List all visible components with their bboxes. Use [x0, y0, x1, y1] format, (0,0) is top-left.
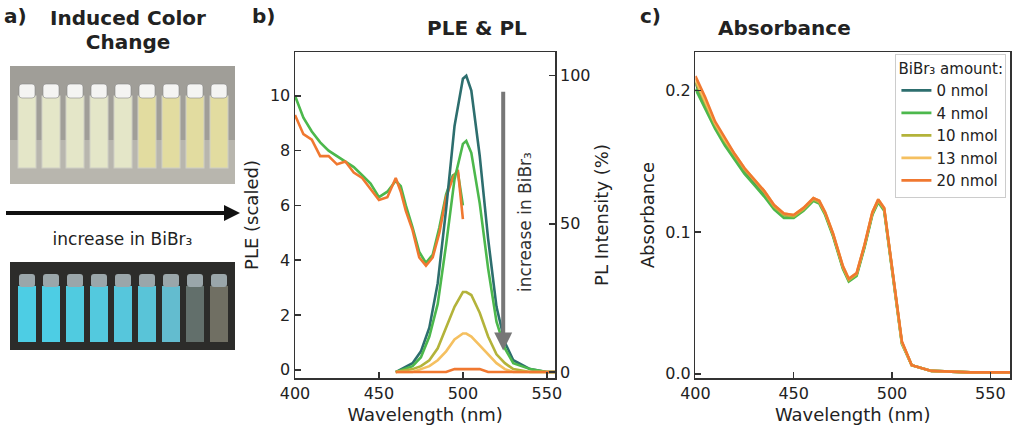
svg-text:0.0: 0.0 [665, 364, 690, 383]
svg-text:2: 2 [280, 306, 290, 325]
svg-text:Absorbance: Absorbance [637, 162, 658, 268]
svg-text:8: 8 [280, 141, 290, 160]
svg-text:13 nmol: 13 nmol [936, 150, 997, 168]
html-text:Induced Color Change: Induced Color Change [50, 6, 206, 54]
html-text:b): b) [252, 4, 276, 28]
html-text:a): a) [4, 4, 27, 28]
svg-text:400: 400 [680, 384, 711, 403]
svg-text:0.2: 0.2 [665, 81, 690, 100]
html-text:increase in BiBr₃: increase in BiBr₃ [52, 229, 193, 249]
svg-text:Wavelength (nm): Wavelength (nm) [775, 404, 931, 425]
svg-text:6: 6 [280, 196, 290, 215]
svg-text:50: 50 [560, 214, 580, 233]
svg-text:0: 0 [560, 363, 570, 382]
svg-text:100: 100 [560, 66, 591, 85]
svg-text:4 nmol: 4 nmol [936, 105, 988, 123]
svg-text:0.1: 0.1 [665, 223, 690, 242]
svg-text:4: 4 [280, 251, 290, 270]
svg-text:500: 500 [448, 384, 479, 403]
svg-text:450: 450 [778, 384, 809, 403]
svg-text:increase in BiBr₃: increase in BiBr₃ [515, 152, 535, 292]
svg-text:PL Intensity (%): PL Intensity (%) [591, 144, 612, 286]
svg-text:0 nmol: 0 nmol [936, 82, 988, 100]
svg-text:PLE (scaled): PLE (scaled) [241, 160, 262, 270]
svg-text:550: 550 [975, 384, 1006, 403]
svg-text:BiBr₃ amount:: BiBr₃ amount: [898, 60, 1003, 78]
svg-text:500: 500 [877, 384, 908, 403]
svg-text:0: 0 [280, 360, 290, 379]
svg-text:Absorbance: Absorbance [718, 16, 851, 40]
svg-text:20 nmol: 20 nmol [936, 172, 997, 190]
svg-text:10: 10 [270, 86, 290, 105]
html-text:c): c) [640, 4, 661, 28]
svg-text:550: 550 [532, 384, 563, 403]
svg-text:PLE & PL: PLE & PL [427, 16, 527, 40]
svg-text:450: 450 [364, 384, 395, 403]
svg-text:10 nmol: 10 nmol [936, 127, 997, 145]
svg-text:400: 400 [280, 384, 311, 403]
svg-text:Wavelength (nm): Wavelength (nm) [347, 404, 503, 425]
